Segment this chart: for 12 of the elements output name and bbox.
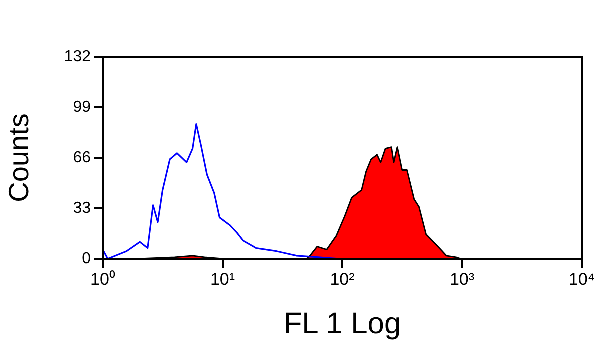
y-tick-label: 0 [82, 250, 92, 268]
y-tick-label: 66 [73, 149, 92, 166]
x-tick-label: 10¹ [210, 270, 236, 289]
x-tick-label: 10³ [450, 270, 475, 289]
x-tick-label: 10⁰ [90, 270, 116, 289]
y-tick-label: 99 [73, 98, 92, 116]
y-tick-label: 132 [64, 48, 92, 66]
y-tick-label: 33 [73, 200, 92, 217]
x-axis-title: FL 1 Log [284, 307, 402, 340]
y-axis-title: Counts [4, 114, 35, 202]
x-tick-label: 10⁴ [568, 270, 596, 289]
x-tick-label: 10² [330, 270, 356, 289]
